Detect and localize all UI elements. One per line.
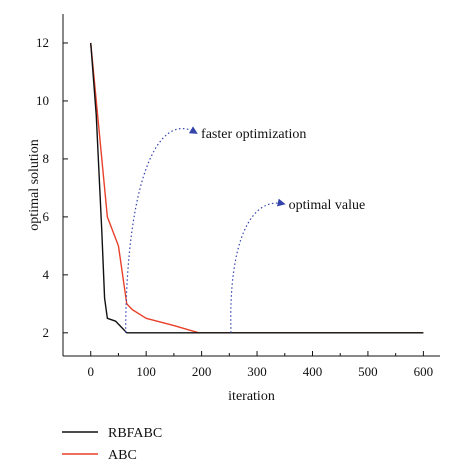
series-line-abc	[90, 42, 424, 334]
y-tick-label: 12	[36, 35, 49, 50]
legend-label-abc: ABC	[108, 448, 137, 463]
annotation-arrow-1	[125, 126, 198, 333]
x-tick-label: 600	[414, 364, 434, 379]
series-layer	[90, 42, 424, 334]
y-tick-label: 2	[43, 325, 50, 340]
y-tick-label: 6	[43, 209, 50, 224]
x-tick-label: 500	[358, 364, 378, 379]
annotation-arrow-2	[230, 198, 286, 333]
x-axis: 0 100 200 300 400 500 600	[87, 351, 433, 379]
x-tick-label: 0	[87, 364, 94, 379]
plot-frame	[62, 14, 440, 357]
x-tick-label: 200	[192, 364, 212, 379]
series-line-rbfabc	[90, 42, 424, 334]
x-axis-title: iteration	[228, 389, 275, 404]
annotation-label-2: optimal value	[289, 198, 366, 213]
y-axis-title: optimal solution	[27, 139, 42, 230]
legend-label-rbfabc: RBFABC	[108, 426, 162, 441]
y-tick-label: 10	[36, 93, 49, 108]
y-axis: 2 4 6 8 10 12	[36, 35, 68, 340]
annotation-layer: faster optimization optimal value	[125, 126, 366, 333]
legend: RBFABC ABC	[62, 426, 162, 463]
x-tick-label: 300	[247, 364, 267, 379]
annotation-label-1: faster optimization	[201, 127, 306, 142]
x-tick-label: 400	[303, 364, 323, 379]
y-tick-label: 4	[43, 267, 50, 282]
y-tick-label: 8	[43, 151, 50, 166]
x-tick-label: 100	[136, 364, 156, 379]
